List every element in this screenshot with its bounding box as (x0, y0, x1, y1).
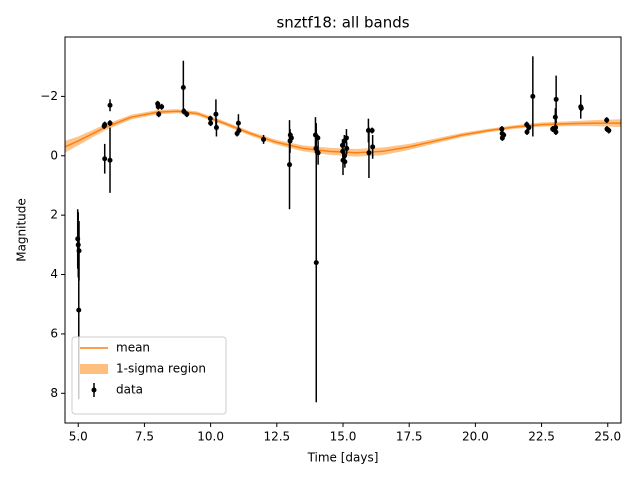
data-point (315, 150, 321, 156)
data-point (553, 129, 559, 135)
data-point (288, 135, 294, 141)
data-point (184, 111, 190, 117)
x-tick-label: 25.0 (594, 430, 621, 444)
legend-marker (91, 387, 97, 393)
data-point (343, 135, 349, 141)
data-point (524, 129, 530, 135)
y-tick-label: 2 (50, 208, 58, 222)
legend-label: data (116, 383, 143, 397)
data-point (102, 122, 108, 128)
data-point (501, 132, 507, 138)
legend-swatch (80, 364, 108, 374)
legend-box (71, 336, 227, 415)
x-tick-label: 22.5 (528, 430, 555, 444)
data-point (261, 136, 267, 142)
data-point (207, 116, 213, 122)
data-point (344, 145, 350, 151)
y-axis-label: Magnitude (15, 198, 29, 262)
chart-title: snztf18: all bands (276, 14, 409, 32)
data-point (369, 128, 375, 134)
data-point (107, 157, 113, 163)
data-point (107, 102, 113, 108)
x-tick-label: 15.0 (330, 430, 357, 444)
data-point (102, 156, 108, 162)
data-point (553, 96, 559, 102)
legend-label: mean (116, 341, 150, 355)
data-point (370, 144, 376, 150)
legend-label: 1-sigma region (116, 362, 206, 376)
x-tick-label: 10.0 (197, 430, 224, 444)
data-point (315, 135, 321, 141)
data-point (526, 125, 532, 131)
data-point (530, 93, 536, 99)
legend: mean 1-sigma region data (71, 336, 227, 415)
data-point (180, 84, 186, 90)
x-tick-label: 12.5 (263, 430, 290, 444)
data-point (159, 104, 165, 110)
data-point (313, 260, 319, 266)
data-point (366, 150, 372, 156)
y-tick-label: 8 (50, 386, 58, 400)
data-point (553, 125, 559, 131)
data-point (604, 117, 610, 123)
y-tick-label: 0 (50, 148, 58, 162)
y-tick-label: 6 (50, 326, 58, 340)
x-tick-label: 7.5 (135, 430, 154, 444)
data-point (155, 104, 161, 110)
data-point (342, 159, 348, 165)
data-point (606, 128, 612, 134)
y-tick-label: 4 (50, 267, 58, 281)
plot-area (64, 56, 621, 403)
data-point (76, 307, 82, 313)
mean-line (64, 110, 621, 154)
y-tick-label: −2 (40, 89, 58, 103)
data-point (213, 111, 219, 117)
data-point (208, 120, 214, 126)
x-axis-label: Time [days] (307, 451, 379, 465)
data-point (287, 162, 293, 168)
data-point (578, 105, 584, 111)
data-point (236, 128, 242, 134)
data-point (552, 114, 558, 120)
data-point (235, 120, 241, 126)
data-point (499, 126, 505, 132)
x-tick-label: 5.0 (69, 430, 88, 444)
data-point (107, 120, 113, 126)
x-tick-label: 17.5 (396, 430, 423, 444)
data-point (156, 111, 162, 117)
data-point (213, 125, 219, 131)
x-tick-label: 20.0 (462, 430, 489, 444)
